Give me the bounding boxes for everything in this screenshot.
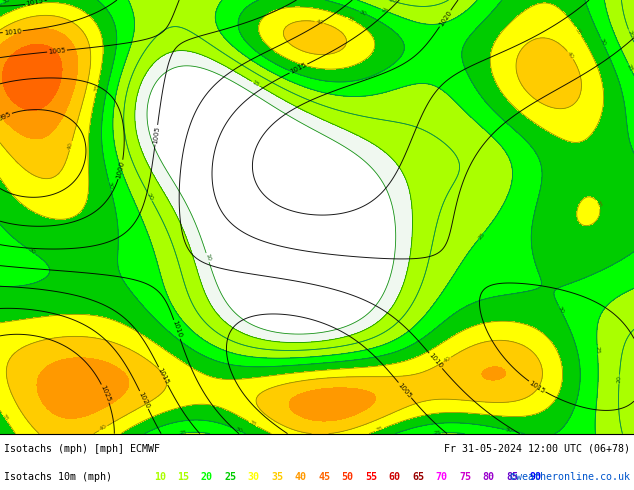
Text: 40: 40	[98, 424, 108, 432]
Text: 30: 30	[358, 9, 368, 17]
Text: 1015: 1015	[289, 62, 307, 75]
Text: 1000: 1000	[116, 160, 126, 179]
Text: Isotachs 10m (mph): Isotachs 10m (mph)	[4, 471, 112, 482]
Text: 50: 50	[342, 471, 354, 482]
Text: 35: 35	[574, 26, 583, 36]
Text: 10: 10	[204, 253, 211, 262]
Text: 1025: 1025	[100, 384, 112, 403]
Text: 20: 20	[201, 471, 213, 482]
Text: 1015: 1015	[25, 0, 44, 7]
Text: 1020: 1020	[437, 9, 453, 27]
Text: 1020: 1020	[138, 391, 150, 409]
Text: 30: 30	[27, 247, 36, 256]
Text: 1010: 1010	[171, 320, 183, 339]
Text: 40: 40	[315, 19, 324, 25]
Text: 40: 40	[295, 471, 307, 482]
Text: 20: 20	[146, 192, 154, 201]
Text: 1005: 1005	[48, 47, 66, 55]
Text: Fr 31-05-2024 12:00 UTC (06+78): Fr 31-05-2024 12:00 UTC (06+78)	[444, 444, 630, 454]
Text: 10: 10	[154, 471, 166, 482]
Text: 35: 35	[375, 426, 384, 433]
Text: 995: 995	[0, 111, 12, 122]
Text: 35: 35	[271, 471, 283, 482]
Text: 30: 30	[504, 427, 513, 434]
Text: 1015: 1015	[157, 367, 170, 385]
Text: 55: 55	[365, 471, 377, 482]
Text: 35: 35	[94, 84, 100, 93]
Text: 35: 35	[595, 200, 602, 209]
Text: 25: 25	[433, 430, 441, 436]
Text: 15: 15	[178, 471, 190, 482]
Text: 90: 90	[529, 471, 541, 482]
Text: 1015: 1015	[528, 379, 547, 394]
Text: 45: 45	[318, 471, 330, 482]
Text: 25: 25	[179, 430, 187, 436]
Text: 80: 80	[482, 471, 495, 482]
Text: Isotachs (mph) [mph] ECMWF: Isotachs (mph) [mph] ECMWF	[4, 444, 160, 454]
Text: 20: 20	[388, 0, 397, 4]
Text: 35: 35	[1, 413, 9, 422]
Text: 30: 30	[248, 471, 260, 482]
Text: 1010: 1010	[3, 28, 22, 36]
Text: 60: 60	[389, 471, 401, 482]
Text: 40: 40	[443, 356, 451, 364]
Text: 1010: 1010	[427, 352, 444, 369]
Text: 40: 40	[67, 141, 74, 150]
Text: 75: 75	[459, 471, 471, 482]
Text: 20: 20	[626, 29, 634, 38]
Text: 25: 25	[626, 63, 634, 72]
Text: 70: 70	[436, 471, 448, 482]
Text: ©weatheronline.co.uk: ©weatheronline.co.uk	[510, 471, 630, 482]
Text: 30: 30	[598, 38, 607, 47]
Text: 1005: 1005	[152, 125, 160, 144]
Text: 30: 30	[234, 426, 243, 434]
Text: 25: 25	[477, 231, 486, 241]
Text: 40: 40	[566, 50, 575, 60]
Text: 65: 65	[412, 471, 424, 482]
Text: 35: 35	[249, 420, 257, 428]
Text: 30: 30	[107, 181, 113, 190]
Text: 35: 35	[346, 16, 355, 24]
Text: 1005: 1005	[397, 381, 413, 399]
Text: 30: 30	[2, 0, 11, 5]
Text: 25: 25	[224, 471, 236, 482]
Text: 25: 25	[595, 346, 600, 354]
Text: 85: 85	[506, 471, 518, 482]
Text: 30: 30	[557, 305, 564, 315]
Text: 25: 25	[380, 7, 389, 14]
Text: 20: 20	[616, 375, 622, 383]
Text: 15: 15	[251, 79, 261, 88]
